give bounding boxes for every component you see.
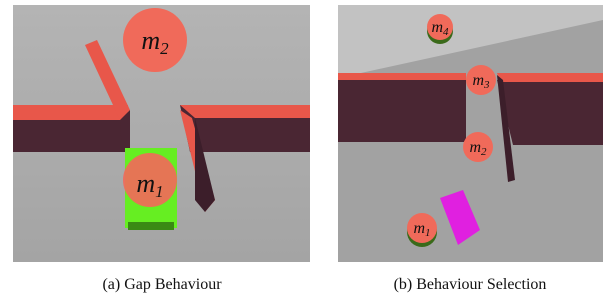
wall-top: [338, 73, 466, 80]
caption: (b) Behaviour Selection: [394, 276, 547, 293]
wall-top: [180, 105, 310, 118]
wall: [338, 80, 466, 142]
wall-top: [13, 105, 128, 120]
page: m2 m1 (a) Gap Behaviour m4 m3 m2 m1 (b) …: [0, 0, 610, 303]
wall: [497, 80, 603, 145]
wall-top: [497, 73, 603, 82]
panel-b: m4 m3 m2 m1 (b) Behaviour Selection: [338, 5, 603, 293]
robot-wheels: [128, 222, 174, 230]
figure: m2 m1 (a) Gap Behaviour m4 m3 m2 m1 (b) …: [0, 0, 610, 303]
caption: (a) Gap Behaviour: [102, 276, 222, 293]
panel-a: m2 m1 (a) Gap Behaviour: [13, 5, 310, 293]
